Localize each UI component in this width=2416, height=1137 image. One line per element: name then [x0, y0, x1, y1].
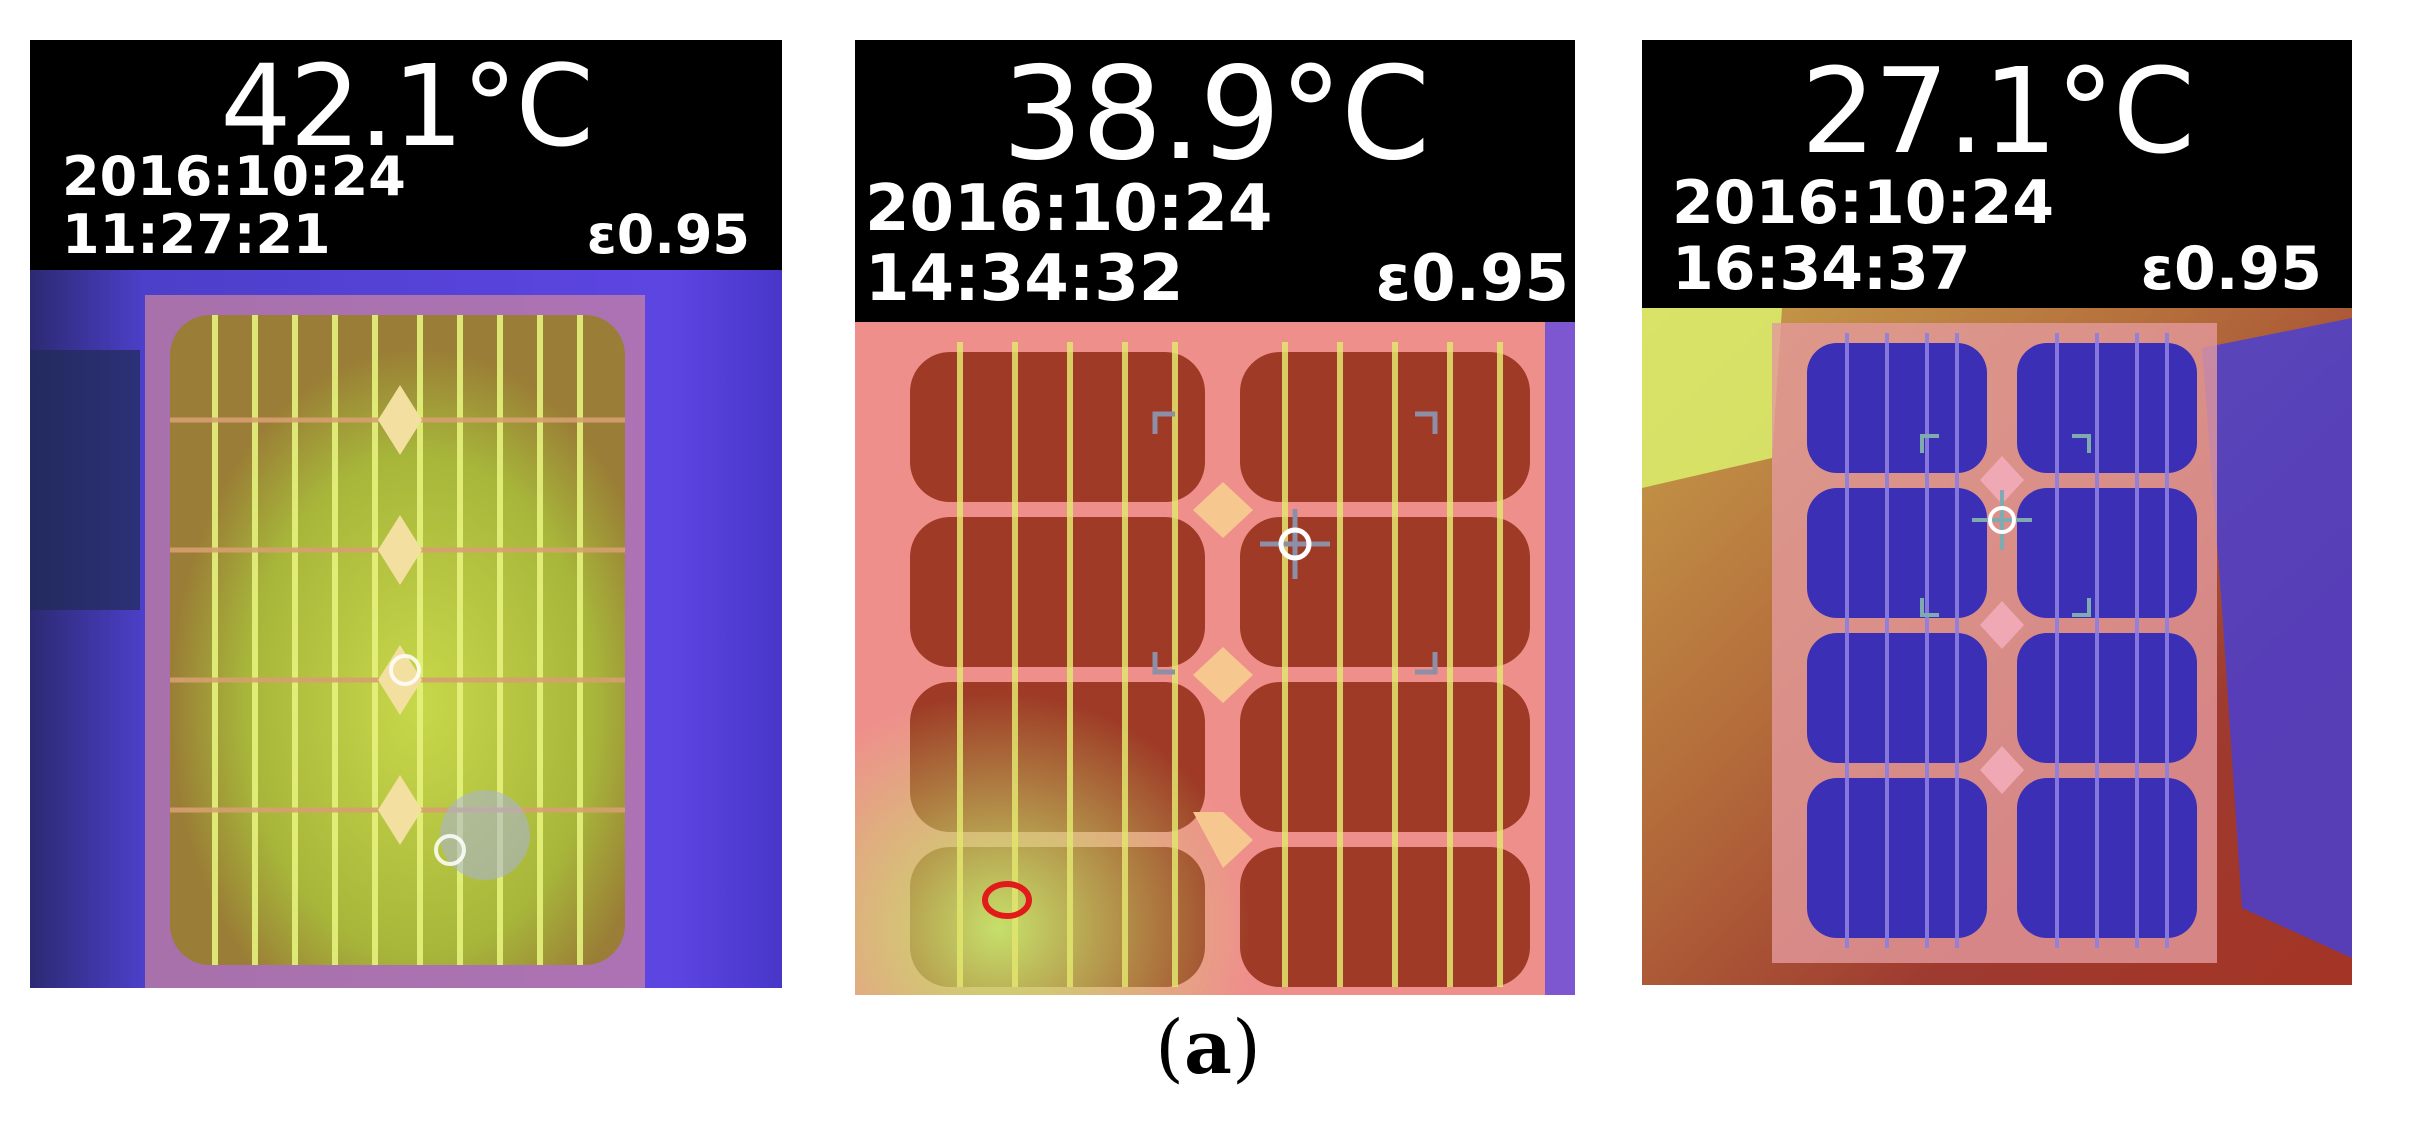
caption-letter: a — [1184, 1005, 1232, 1091]
panel-3-thermal-view — [1642, 308, 2352, 985]
caption-close-paren: ) — [1231, 1005, 1261, 1091]
panel-3-emissivity: ε0.95 — [2140, 234, 2322, 304]
solar-panel-thermal-image-3 — [1642, 308, 2352, 985]
panel-1-date: 2016:10:24 — [62, 145, 406, 208]
panel-3-date: 2016:10:24 — [1672, 168, 2054, 238]
thermal-image-panel-3: 27.1°C 2016:10:24 16:34:37 ε0.95 — [1642, 40, 2352, 985]
panel-3-header: 27.1°C 2016:10:24 16:34:37 ε0.95 — [1642, 40, 2352, 308]
crosshair-reticle-icon — [1920, 434, 2091, 617]
panel-1-time: 11:27:21 — [62, 203, 331, 266]
solar-panel-thermal-image-2 — [855, 322, 1575, 995]
panel-3-time: 16:34:37 — [1672, 234, 1971, 304]
figure-caption: (a) — [0, 1005, 2416, 1091]
panel-2-temperature: 38.9°C — [1001, 40, 1430, 189]
thermal-image-panel-1: 42.1°C 2016:10:24 11:27:21 ε0.95 — [30, 40, 782, 988]
panel-2-emissivity: ε0.95 — [1375, 242, 1569, 316]
panel-1-temperature: 42.1°C — [220, 42, 594, 172]
caption-open-paren: ( — [1155, 1005, 1185, 1091]
panel-1-emissivity: ε0.95 — [586, 203, 750, 266]
panel-3-temperature: 27.1°C — [1800, 42, 2195, 180]
panel-2-time: 14:34:32 — [865, 242, 1184, 316]
panel-1-thermal-view — [30, 270, 782, 988]
panel-2-header: 38.9°C 2016:10:24 14:34:32 ε0.95 — [855, 40, 1575, 322]
panel-1-header: 42.1°C 2016:10:24 11:27:21 ε0.95 — [30, 40, 782, 270]
crosshair-reticle-icon — [1152, 411, 1438, 675]
panel-2-thermal-view — [855, 322, 1575, 995]
hotspot-marker-icon — [982, 881, 1032, 919]
thermal-image-panel-2: 38.9°C 2016:10:24 14:34:32 ε0.95 — [855, 40, 1575, 995]
solar-panel-thermal-image-1 — [30, 270, 782, 988]
panel-2-date: 2016:10:24 — [865, 172, 1273, 246]
